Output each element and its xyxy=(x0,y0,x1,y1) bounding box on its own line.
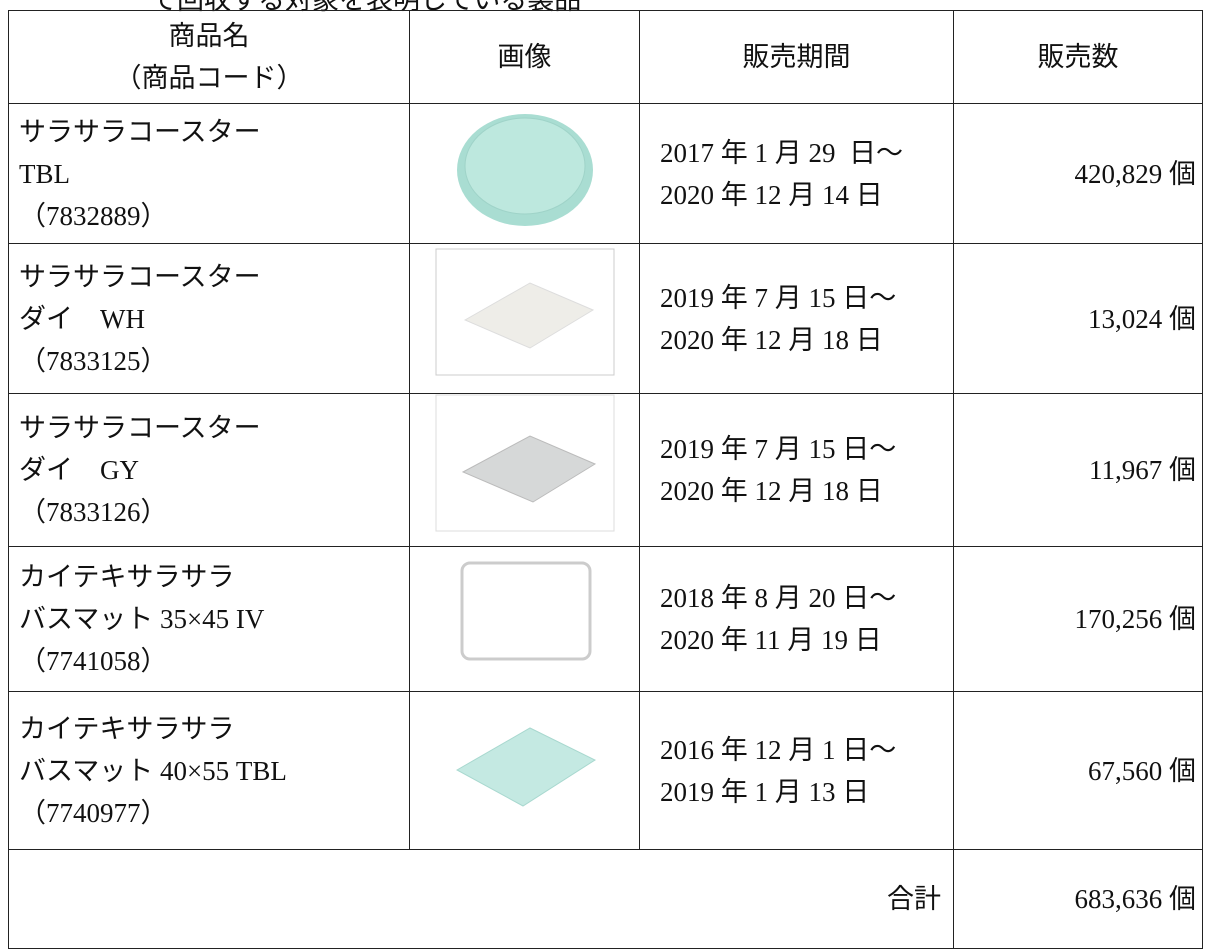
text-line: カイテキサラサラ xyxy=(19,713,235,744)
product-image-cell xyxy=(409,546,640,692)
header-cell: 商品名 （商品コード） xyxy=(8,10,410,104)
product-name-cell: サラサラコースター TBL （7832889） xyxy=(8,103,410,244)
count-cell: 13,024 個 xyxy=(953,243,1203,394)
text-line: 販売期間 xyxy=(742,42,851,72)
text-line: サラサラコースター xyxy=(19,116,261,147)
text-line: ダイ WH xyxy=(19,303,145,334)
product-table: 商品名 （商品コード） 画像 販売期間 販売数 サラサラコースター TBL （7832889… xyxy=(8,10,1203,949)
text-line: 2020 年 12 月 14 日 xyxy=(660,179,883,210)
count-cell: 67,560 個 xyxy=(953,691,1203,850)
header-cell: 販売数 xyxy=(953,10,1203,104)
product-row: サラサラコースター ダイ GY （7833126） 2019 年 7 月 15 日～ 2… xyxy=(8,393,1203,547)
text-line: バスマット 40×55 TBL xyxy=(19,755,287,786)
text-line: バスマット 35×45 IV xyxy=(19,604,265,634)
product-row: カイテキサラサラバスマット 40×55 TBL （7740977） 2016 年 1… xyxy=(8,691,1203,850)
product-image xyxy=(410,108,639,240)
text-line: 2016 年 12 月 1 日～ xyxy=(660,734,897,765)
product-row: サラサラコースター ダイ WH （7833125） 2019 年 7 月 15 日～ 2… xyxy=(8,243,1203,394)
text-line: 画像 xyxy=(497,42,552,72)
period-cell: 2017 年 1 月 29 日～ 2020 年 12 月 14 日 xyxy=(639,103,954,244)
text-line: 2020 年 11 月 19 日 xyxy=(660,625,882,655)
period-cell: 2019 年 7 月 15 日～ 2020 年 12 月 18 日 xyxy=(639,243,954,394)
product-name-cell: サラサラコースター ダイ WH （7833125） xyxy=(8,243,410,394)
text-line: ダイ GY xyxy=(19,455,139,485)
product-row: サラサラコースター TBL （7832889） 2017 年 1 月 29 日～ 202… xyxy=(8,103,1203,244)
count-cell: 11,967 個 xyxy=(953,393,1203,547)
text-line: 2019 年 1 月 13 日 xyxy=(660,776,870,807)
text-line: （7833125） xyxy=(19,345,168,376)
text-line: カイテキサラサラ xyxy=(19,562,235,592)
text-line: 販売数 xyxy=(1037,42,1119,72)
product-image xyxy=(410,710,639,832)
header-cell: 画像 xyxy=(409,10,640,104)
product-image xyxy=(410,248,639,390)
total-label: 合計 xyxy=(8,849,954,949)
text-line: 2019 年 7 月 15 日～ xyxy=(660,434,897,464)
text-line: 商品名 xyxy=(168,21,250,51)
header-row: 商品名 （商品コード） 画像 販売期間 販売数 xyxy=(8,10,1203,104)
text-line: サラサラコースター xyxy=(19,261,261,292)
text-line: TBL xyxy=(19,158,70,189)
count-cell: 420,829 個 xyxy=(953,103,1203,244)
text-line: 2020 年 12 月 18 日 xyxy=(660,476,883,506)
total-value: 683,636 個 xyxy=(953,849,1203,949)
product-image-cell xyxy=(409,103,640,244)
period-cell: 2016 年 12 月 1 日～ 2019 年 1 月 13 日 xyxy=(639,691,954,850)
period-cell: 2018 年 8 月 20 日～ 2020 年 11 月 19 日 xyxy=(639,546,954,692)
product-image xyxy=(410,553,639,685)
text-line: 2019 年 7 月 15 日～ xyxy=(660,282,897,313)
header-cell: 販売期間 xyxy=(639,10,954,104)
text-line: （7832889） xyxy=(19,200,168,231)
text-line: （7741058） xyxy=(19,646,168,676)
text-line: 2017 年 1 月 29 日～ xyxy=(660,137,903,168)
text-line: 2018 年 8 月 20 日～ xyxy=(660,583,897,613)
text-line: （7833126） xyxy=(19,497,168,527)
product-image-cell xyxy=(409,393,640,547)
product-image xyxy=(410,394,639,546)
product-image-cell xyxy=(409,243,640,394)
text-line: サラサラコースター xyxy=(19,413,261,443)
product-name-cell: カイテキサラサラ バスマット 35×45 IV （7741058） xyxy=(8,546,410,692)
product-image-cell xyxy=(409,691,640,850)
total-row: 合計 683,636 個 xyxy=(8,849,1203,949)
product-name-cell: サラサラコースター ダイ GY （7833126） xyxy=(8,393,410,547)
product-name-cell: カイテキサラサラバスマット 40×55 TBL （7740977） xyxy=(8,691,410,850)
text-line: （商品コード） xyxy=(114,63,304,93)
text-line: 2020 年 12 月 18 日 xyxy=(660,324,883,355)
product-row: カイテキサラサラ バスマット 35×45 IV （7741058） 2018 年 8 … xyxy=(8,546,1203,692)
text-line: （7740977） xyxy=(19,797,168,828)
table-body: サラサラコースター TBL （7832889） 2017 年 1 月 29 日～ 202… xyxy=(8,103,1203,949)
count-cell: 170,256 個 xyxy=(953,546,1203,692)
period-cell: 2019 年 7 月 15 日～ 2020 年 12 月 18 日 xyxy=(639,393,954,547)
